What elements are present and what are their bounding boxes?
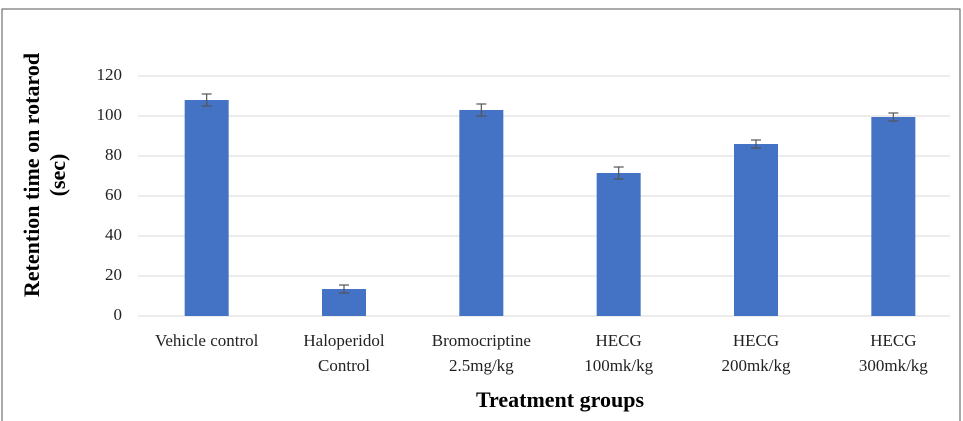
x-tick-label: HECG: [733, 331, 779, 350]
x-tick-label: HECG: [596, 331, 642, 350]
y-tick-label: 20: [105, 265, 122, 284]
x-tick-label: 2.5mg/kg: [449, 356, 514, 375]
bar: [871, 117, 916, 316]
x-tick-label: Control: [318, 356, 370, 375]
bar: [734, 144, 778, 316]
x-tick-label: Bromocriptine: [432, 331, 531, 350]
x-tick-label: 200mk/kg: [722, 356, 791, 375]
bar: [596, 173, 641, 316]
y-axis-title: Retention time on rotarod (sec): [19, 53, 70, 297]
y-tick-label: 80: [105, 145, 122, 164]
y-tick-label: 60: [105, 185, 122, 204]
x-axis-title: Treatment groups: [476, 387, 644, 412]
chart-frame: [1, 8, 961, 421]
y-axis-title-line: Retention time on rotarod: [19, 53, 44, 297]
y-axis-title-line: (sec): [45, 154, 70, 197]
bar: [184, 100, 229, 316]
x-tick-label: 100mk/kg: [584, 356, 653, 375]
y-tick-label: 100: [97, 105, 123, 124]
x-tick-label: Vehicle control: [155, 331, 259, 350]
y-tick-label: 40: [105, 225, 122, 244]
x-tick-label: Haloperidol: [303, 331, 384, 350]
x-tick-label: HECG: [870, 331, 916, 350]
y-tick-label: 0: [114, 305, 123, 324]
bar: [459, 110, 504, 316]
x-tick-label: 300mk/kg: [859, 356, 928, 375]
y-tick-label: 120: [97, 65, 123, 84]
